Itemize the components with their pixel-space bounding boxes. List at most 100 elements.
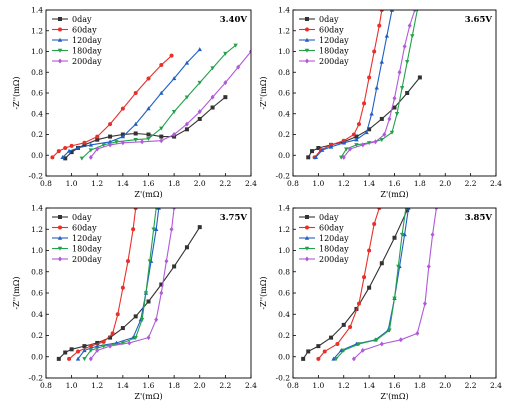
x-tick-label: 2.0 — [439, 381, 451, 390]
legend-marker — [58, 58, 62, 64]
data-point-0day — [108, 134, 113, 139]
x-tick-label: 1.2 — [91, 179, 103, 188]
data-point-0day — [197, 116, 202, 121]
data-point-60day — [159, 62, 164, 67]
data-point-200day — [360, 142, 365, 148]
legend-label-120day: 120day — [72, 234, 102, 243]
legend-label-60day: 60day — [319, 223, 344, 232]
x-tick-label: 1.2 — [338, 381, 350, 390]
data-point-60day — [367, 248, 372, 253]
data-point-60day — [101, 339, 106, 344]
series-line-60day — [52, 55, 172, 158]
x-tick-label: 1.4 — [117, 179, 129, 188]
data-point-200day — [154, 317, 159, 323]
data-point-200day — [430, 232, 435, 238]
y-tick-label: 0.8 — [278, 68, 290, 77]
legend-marker — [58, 215, 62, 219]
data-point-200day — [159, 290, 164, 296]
y-tick-label: 1.2 — [31, 225, 43, 234]
data-point-60day — [367, 75, 372, 80]
chart-panel-4: 0.8 1.0 1.2 1.4 1.6 1.8 2.0 2.2 2.4 -0.2 0.0 0.2 0.4… — [259, 204, 502, 401]
x-tick-label: 1.6 — [143, 179, 155, 188]
data-point-0day — [184, 245, 189, 250]
y-tick-label: -0.2 — [276, 374, 291, 383]
x-tick-label: 1.0 — [66, 179, 78, 188]
data-point-60day — [146, 76, 151, 81]
y-tick-label: 0.0 — [31, 151, 43, 160]
data-point-200day — [382, 132, 387, 137]
data-point-0day — [159, 134, 164, 139]
x-tick-label: 2.4 — [245, 179, 257, 188]
legend-label-0day: 0day — [72, 213, 92, 222]
x-tick-label: 2.2 — [219, 381, 231, 390]
data-point-60day — [108, 122, 113, 127]
data-point-180day — [410, 34, 415, 39]
data-point-120day — [60, 155, 65, 160]
legend-marker — [57, 246, 63, 251]
legend-marker — [305, 256, 309, 262]
data-point-60day — [335, 342, 340, 346]
legend-label-200day: 200day — [319, 57, 349, 66]
legend-marker — [58, 17, 62, 21]
legend-label-60day: 60day — [319, 25, 344, 34]
data-point-180day — [146, 136, 151, 141]
data-point-180day — [139, 317, 145, 322]
data-point-60day — [120, 285, 125, 290]
x-tick-label: 0.8 — [40, 179, 52, 188]
data-point-200day — [95, 347, 100, 353]
data-point-0day — [210, 105, 215, 110]
data-point-60day — [69, 143, 74, 148]
data-point-0day — [301, 356, 306, 361]
data-point-0day — [95, 137, 100, 142]
data-point-120day — [374, 85, 379, 90]
y-axis-label: -Z''(mΩ) — [12, 76, 21, 109]
data-point-200day — [108, 142, 113, 148]
data-point-200day — [426, 263, 431, 269]
x-tick-label: 0.8 — [287, 179, 299, 188]
legend-label-200day: 200day — [319, 255, 349, 264]
legend-label-60day: 60day — [72, 223, 97, 232]
data-point-180day — [143, 291, 149, 296]
data-point-180day — [101, 143, 106, 148]
x-tick-label: 1.6 — [389, 381, 401, 390]
x-tick-label: 2.4 — [490, 381, 502, 390]
data-point-120day — [66, 148, 72, 153]
data-point-60day — [348, 325, 353, 329]
data-point-0day — [146, 299, 151, 304]
y-tick-label: 0.4 — [278, 109, 290, 118]
data-point-0day — [341, 322, 346, 327]
data-point-180day — [344, 147, 349, 152]
data-point-120day — [153, 226, 159, 231]
data-point-200day — [197, 109, 202, 115]
legend-label-180day: 180day — [72, 46, 102, 55]
data-point-180day — [147, 259, 152, 264]
y-tick-label: 1.0 — [31, 246, 43, 255]
series-line-0day — [302, 209, 408, 360]
data-point-120day — [159, 90, 164, 95]
data-point-120day — [369, 111, 374, 116]
legend-label-120day: 120day — [319, 36, 349, 45]
legend-marker — [305, 27, 309, 32]
series-line-200day — [90, 51, 251, 158]
data-point-0day — [63, 156, 68, 161]
data-point-120day — [133, 121, 138, 126]
data-point-180day — [356, 342, 362, 347]
x-tick-label: 1.6 — [389, 179, 401, 188]
data-point-180day — [387, 328, 392, 333]
y-tick-label: 1.4 — [278, 204, 290, 213]
y-tick-label: 1.4 — [31, 204, 43, 213]
voltage-label: 3.85V — [465, 213, 493, 223]
data-point-120day — [341, 140, 346, 145]
y-tick-label: 0.8 — [31, 267, 43, 276]
voltage-label: 3.75V — [220, 213, 248, 223]
data-point-180day — [197, 80, 202, 85]
y-tick-label: 0.4 — [278, 310, 290, 319]
data-point-180day — [114, 140, 119, 145]
y-tick-label: 0.6 — [278, 89, 290, 98]
y-tick-label: -0.2 — [29, 172, 44, 181]
